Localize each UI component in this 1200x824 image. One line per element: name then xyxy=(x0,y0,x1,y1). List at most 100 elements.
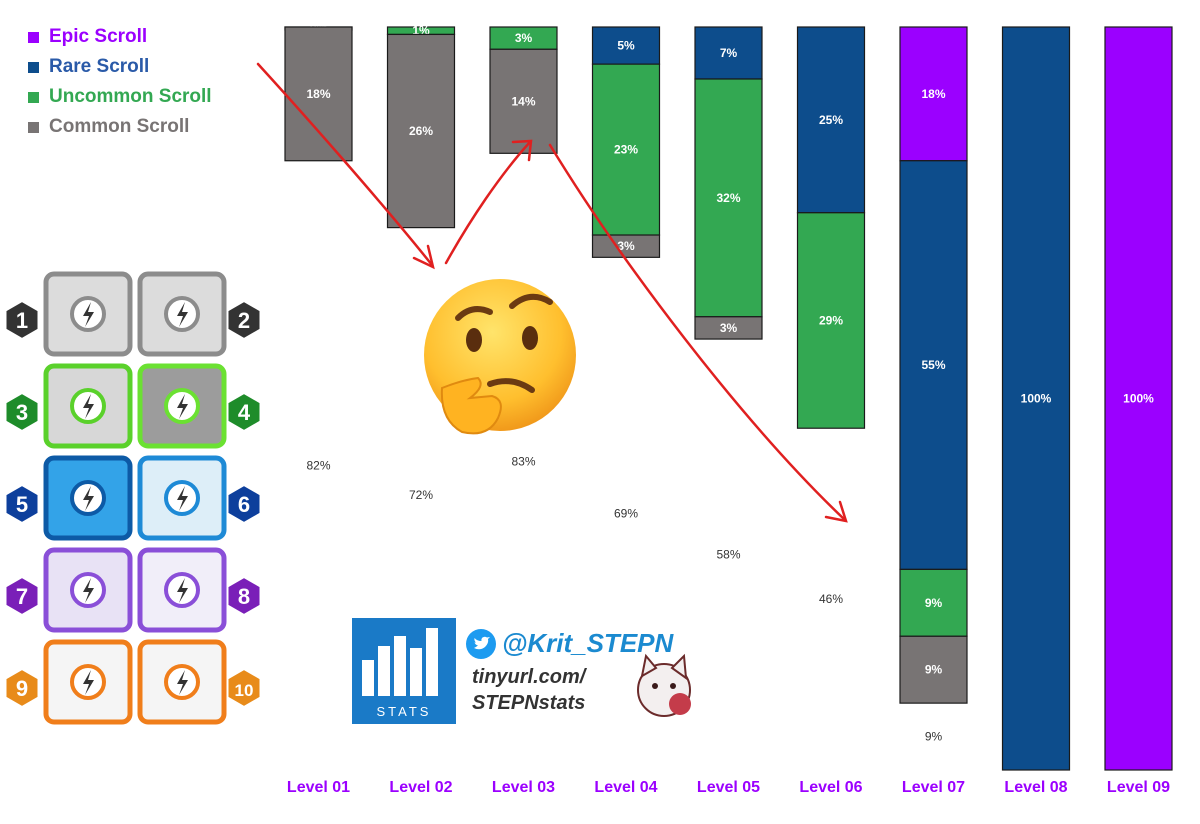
data-label: 58% xyxy=(716,548,740,562)
lightning-bolt-icon xyxy=(83,670,94,695)
legend-label: Rare Scroll xyxy=(49,56,150,77)
bar-segment-uncommon-scroll xyxy=(591,63,661,236)
data-label: 18% xyxy=(306,87,330,101)
level-badge-number: 5 xyxy=(16,492,28,517)
x-tick-label: Level 08 xyxy=(1004,779,1067,796)
arrow-up-head xyxy=(511,139,533,162)
bar-segment-common-scroll xyxy=(591,234,661,258)
data-label: 3% xyxy=(720,321,738,335)
data-label: 100% xyxy=(1021,392,1052,406)
lightning-bolt-icon xyxy=(83,486,94,511)
logo-text: STATS xyxy=(377,704,432,719)
bar-segment-common-scroll xyxy=(899,635,968,704)
bar-segment-common-scroll xyxy=(694,316,763,340)
data-label: 26% xyxy=(409,124,433,138)
data-label: 83% xyxy=(511,455,535,469)
lightning-bolt-icon xyxy=(177,578,188,603)
data-label: 3% xyxy=(617,239,635,253)
x-tick-label: Level 03 xyxy=(492,779,555,796)
bar-segment-epic-scroll xyxy=(1104,26,1173,771)
data-label: 100% xyxy=(1123,392,1154,406)
lightning-bolt-icon xyxy=(83,302,94,327)
lightning-bolt-icon xyxy=(177,670,188,695)
level-badge-number: 8 xyxy=(238,584,250,609)
bar-segment-uncommon-scroll xyxy=(899,568,968,637)
data-label: 14% xyxy=(511,94,535,108)
mystery-box-grid: 1 2 3 4 5 6 7 8 9 10 xyxy=(4,271,262,725)
bar-segment-common-scroll xyxy=(489,48,558,154)
level-badge-number: 7 xyxy=(16,584,28,609)
x-tick-label: Level 09 xyxy=(1107,779,1170,796)
bar-segment-rare-scroll xyxy=(1001,26,1071,771)
x-tick-label: Level 02 xyxy=(389,779,452,796)
level-badge-9 xyxy=(4,667,40,709)
data-label: 82% xyxy=(306,458,330,472)
legend-item-epic: Epic Scroll xyxy=(28,22,212,52)
data-label: 69% xyxy=(614,507,638,521)
x-tick-label: Level 01 xyxy=(287,779,350,796)
twitter-handle[interactable]: @Krit_STEPN xyxy=(466,628,673,659)
arrow-down-1 xyxy=(256,62,434,267)
level-badge-4 xyxy=(226,391,262,433)
data-label: 9% xyxy=(925,663,943,677)
bar-segment-rare-scroll xyxy=(694,26,763,80)
x-axis-labels: Level 01 Level 02 Level 03 Level 04 Level 05… xyxy=(287,779,1170,796)
stats-logo: STATS xyxy=(352,618,456,724)
legend-swatch xyxy=(28,91,39,103)
level-badge-number: 9 xyxy=(16,676,28,701)
level-badge-number: 6 xyxy=(238,492,250,517)
url-line-1: tinyurl.com/ xyxy=(472,666,586,688)
x-tick-label: Level 05 xyxy=(697,779,760,796)
data-label: 46% xyxy=(819,592,843,606)
level-badge-number: 1 xyxy=(16,308,28,333)
lightning-bolt-icon xyxy=(177,486,188,511)
bar-segment-common-scroll xyxy=(284,26,353,162)
data-label: 18% xyxy=(921,87,945,101)
legend-item-uncommon: Uncommon Scroll xyxy=(28,82,212,112)
arrow-up xyxy=(444,140,532,265)
data-label: 55% xyxy=(921,358,945,372)
bar-segment-rare-scroll xyxy=(796,26,866,214)
chart-legend: Epic Scroll Rare Scroll Uncommon Scroll … xyxy=(28,22,212,142)
lightning-bolt-icon xyxy=(83,394,94,419)
legend-label: Uncommon Scroll xyxy=(49,86,212,107)
level-badge-3 xyxy=(4,391,40,433)
data-label: 9% xyxy=(925,730,943,744)
data-label: 5% xyxy=(617,39,635,53)
x-tick-label: Level 07 xyxy=(902,779,965,796)
twitter-icon xyxy=(466,628,496,659)
arrow-down-2 xyxy=(548,143,847,522)
bar-segment-uncommon-scroll xyxy=(796,212,866,429)
level-badge-2 xyxy=(226,299,262,341)
lightning-bolt-icon xyxy=(177,394,188,419)
legend-swatch xyxy=(28,31,39,43)
data-label: 72% xyxy=(409,488,433,502)
level-badge-number: 4 xyxy=(238,400,251,425)
trend-arrows xyxy=(256,62,848,523)
handle-text: @Krit_STEPN xyxy=(502,628,674,658)
legend-swatch xyxy=(28,61,39,73)
thinking-face-icon xyxy=(424,279,576,435)
bar-segment-rare-scroll xyxy=(591,26,661,65)
level-badge-6 xyxy=(226,483,262,525)
level-badge-5 xyxy=(4,483,40,525)
legend-swatch xyxy=(28,121,39,133)
arrow-down-2-head xyxy=(824,500,848,523)
x-tick-label: Level 04 xyxy=(594,779,657,796)
website-link[interactable]: tinyurl.com/ STEPNstats xyxy=(472,664,585,716)
bar-segment-epic-scroll xyxy=(899,26,968,162)
level-badge-10 xyxy=(226,667,262,709)
legend-label: Common Scroll xyxy=(49,116,190,137)
bar-segment-uncommon-scroll xyxy=(694,78,763,318)
legend-label: Epic Scroll xyxy=(49,26,148,47)
lightning-bolt-icon xyxy=(177,302,188,327)
level-badge-1 xyxy=(4,299,40,341)
x-tick-label: Level 06 xyxy=(799,779,862,796)
level-badge-number: 2 xyxy=(238,308,250,333)
legend-item-common: Common Scroll xyxy=(28,112,212,142)
data-label: 3% xyxy=(515,31,533,45)
data-label: 7% xyxy=(720,46,738,60)
data-label: 32% xyxy=(716,191,740,205)
data-label: 9% xyxy=(925,596,943,610)
